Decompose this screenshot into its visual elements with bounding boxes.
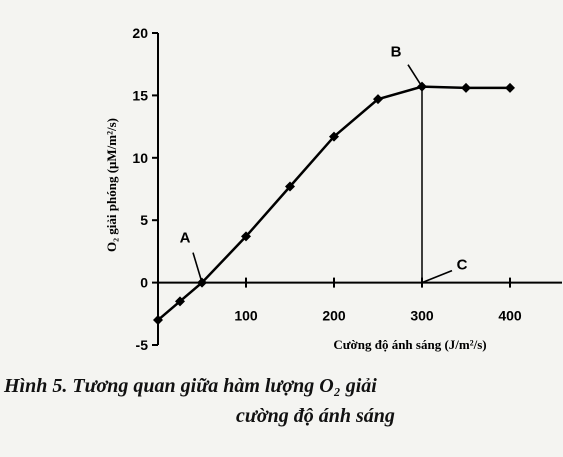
annotations: A B C <box>180 44 468 284</box>
y-tick-label-10: 10 <box>132 150 148 166</box>
annotation-b: B <box>391 44 402 61</box>
data-point-5 <box>329 131 339 142</box>
y-tick-label--5: -5 <box>136 337 149 353</box>
data-point-0 <box>153 315 163 326</box>
annotation-c: C <box>457 257 468 274</box>
x-tick-label-100: 100 <box>234 308 258 324</box>
x-tick-label-400: 400 <box>498 308 522 324</box>
caption-line-2: cường độ ánh sáng <box>236 405 395 427</box>
y-tick-label-20: 20 <box>132 25 148 41</box>
x-tick-label-300: 300 <box>410 308 434 324</box>
series-line-0 <box>157 85 510 321</box>
annotation-a: A <box>180 230 191 247</box>
y-axis-label: O₂ giải phóng (μM/m²/s) <box>104 118 119 252</box>
x-axis-label: Cường độ ánh sáng (J/m²/s) <box>333 337 486 352</box>
annotation-arrow-b <box>407 64 423 88</box>
data-point-9 <box>505 82 515 93</box>
series <box>153 81 515 326</box>
y-tick-label-5: 5 <box>140 212 148 228</box>
annotation-arrow-a <box>192 252 203 283</box>
x-tick-label-200: 200 <box>322 308 346 324</box>
y-tick-label-0: 0 <box>140 275 148 291</box>
caption-line-1: Hình 5. Tương quan giữa hàm lượng O₂ giả… <box>4 375 377 397</box>
y-tick-label-15: 15 <box>132 87 148 103</box>
data-point-3 <box>241 231 251 242</box>
annotation-arrow-c <box>421 269 453 284</box>
data-point-4 <box>285 181 295 192</box>
chart: -5 0 5 10 15 20 100 200 300 400 A B C O₂ giải phóng… <box>104 25 562 353</box>
ticks: -5 0 5 10 15 20 100 200 300 400 <box>132 25 521 353</box>
data-point-1 <box>175 296 185 307</box>
data-point-8 <box>461 82 471 93</box>
data-point-6 <box>373 94 383 105</box>
axes <box>157 33 562 345</box>
